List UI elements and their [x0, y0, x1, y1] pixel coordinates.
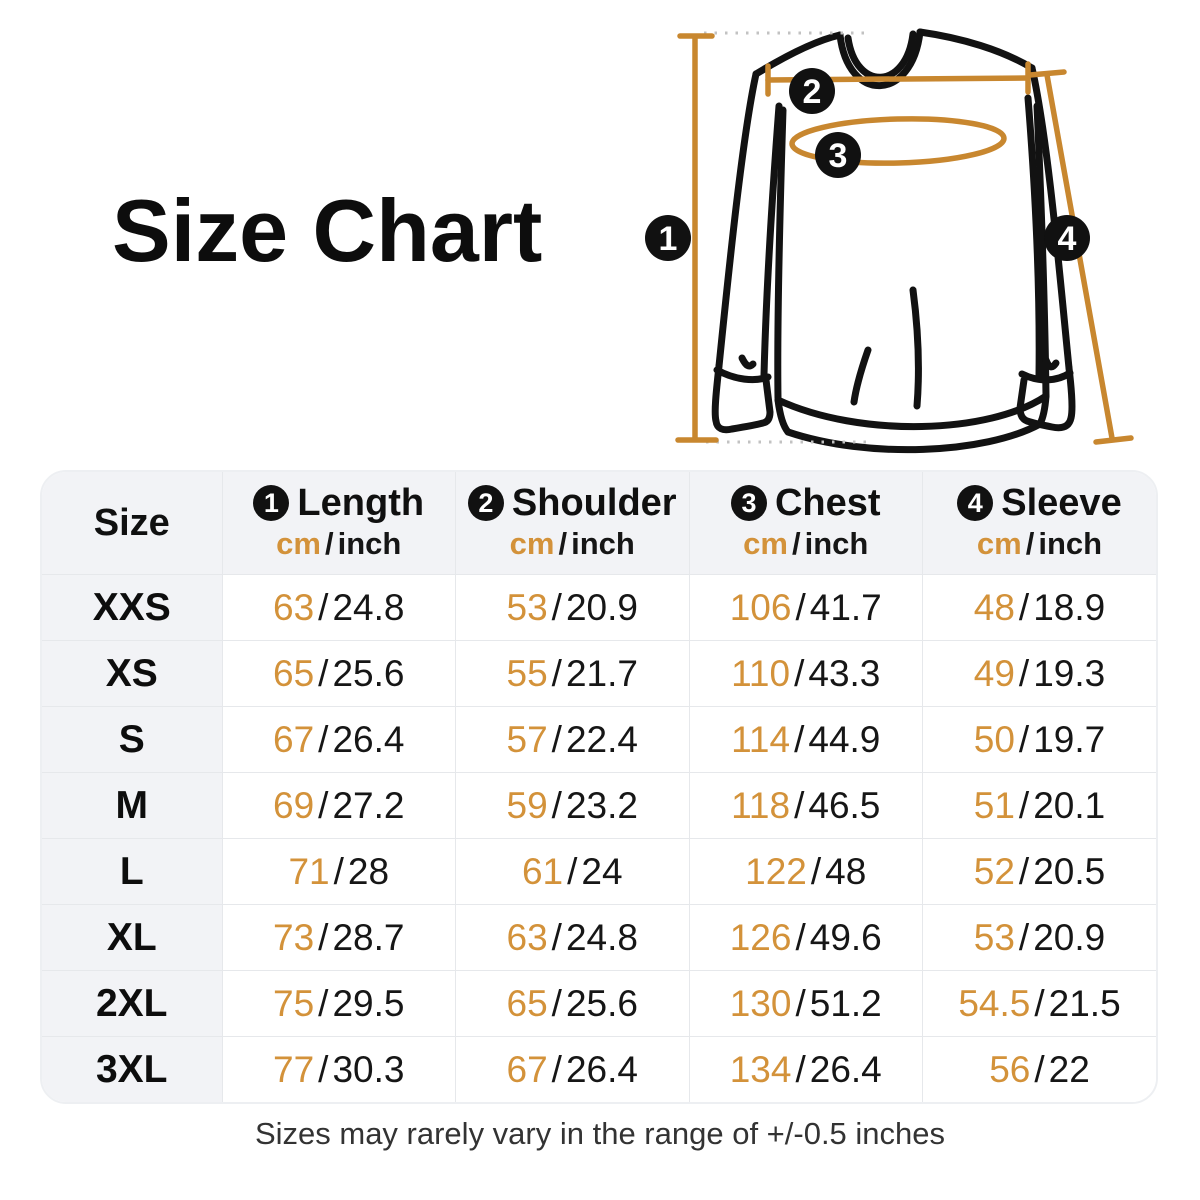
measurement-cell: 53/20.9	[455, 574, 690, 641]
svg-text:2: 2	[803, 73, 822, 111]
table-row: 2XL 75/29.5 65/25.6 130/51.2 54.5/21.5	[42, 970, 1156, 1037]
measurement-cell: 49/19.3	[922, 640, 1156, 707]
measure-ellipse-chest	[789, 116, 1007, 166]
measurement-cell: 114/44.9	[689, 706, 923, 773]
measurement-cell: 65/25.6	[455, 970, 690, 1037]
size-label: 2XL	[42, 970, 223, 1037]
size-variation-note: Sizes may rarely vary in the range of +/…	[254, 1116, 946, 1151]
size-label: XXS	[42, 574, 223, 641]
measurement-cell: 118/46.5	[689, 772, 923, 839]
measurement-cell: 75/29.5	[222, 970, 456, 1037]
measurement-cell: 48/18.9	[922, 574, 1156, 641]
svg-text:4: 4	[1058, 220, 1077, 258]
table-row: XL 73/28.7 63/24.8 126/49.6 53/20.9	[42, 904, 1156, 971]
measurement-cell: 56/22	[922, 1036, 1156, 1102]
marker-3-chest: 3	[815, 132, 861, 178]
measurement-cell: 106/41.7	[689, 574, 923, 641]
measurement-cell: 122/48	[689, 838, 923, 905]
measurement-cell: 130/51.2	[689, 970, 923, 1037]
size-label: XS	[42, 640, 223, 707]
marker-4-sleeve: 4	[1044, 215, 1090, 261]
guide-dots	[704, 31, 870, 444]
measurement-cell: 69/27.2	[222, 772, 456, 839]
header-size: Size	[42, 472, 223, 575]
header-chest: 3 Chest cm / inch	[689, 472, 923, 575]
marker-2-shoulder: 2	[789, 68, 835, 114]
table-row: S 67/26.4 57/22.4 114/44.9 50/19.7	[42, 706, 1156, 773]
size-table: Size 1 Length cm / inch 2 Shoulder cm / inch	[40, 470, 1158, 1104]
measurement-cell: 73/28.7	[222, 904, 456, 971]
measurement-cell: 77/30.3	[222, 1036, 456, 1102]
measure-line-length	[675, 33, 719, 443]
size-label: M	[42, 772, 223, 839]
sweatshirt-outline	[711, 28, 1076, 454]
header-shoulder: 2 Shoulder cm / inch	[455, 472, 690, 575]
page-title: Size Chart	[112, 181, 543, 280]
size-label: 3XL	[42, 1036, 223, 1102]
measurement-cell: 134/26.4	[689, 1036, 923, 1102]
badge-2-icon: 2	[467, 485, 504, 522]
table-header-row: Size 1 Length cm / inch 2 Shoulder cm / inch	[42, 472, 1156, 575]
badge-4-icon: 4	[957, 485, 994, 522]
size-label: L	[42, 838, 223, 905]
measurement-cell: 51/20.1	[922, 772, 1156, 839]
measurement-cell: 52/20.5	[922, 838, 1156, 905]
table-row: L 71/28 61/24 122/48 52/20.5	[42, 838, 1156, 905]
header-sleeve: 4 Sleeve cm / inch	[922, 472, 1156, 575]
measurement-cell: 110/43.3	[689, 640, 923, 707]
measurement-cell: 59/23.2	[455, 772, 690, 839]
measurement-cell: 53/20.9	[922, 904, 1156, 971]
badge-3-icon: 3	[730, 485, 767, 522]
marker-1-length: 1	[645, 215, 691, 261]
measurement-cell: 65/25.6	[222, 640, 456, 707]
table-row: XXS 63/24.8 53/20.9 106/41.7 48/18.9	[42, 574, 1156, 641]
measurement-cell: 71/28	[222, 838, 456, 905]
sweatshirt-diagram: 1 2 3 4	[645, 28, 1134, 454]
table-row: XS 65/25.6 55/21.7 110/43.3 49/19.3	[42, 640, 1156, 707]
size-label: S	[42, 706, 223, 773]
svg-text:3: 3	[829, 137, 848, 175]
measurement-cell: 50/19.7	[922, 706, 1156, 773]
table-row: 3XL 77/30.3 67/26.4 134/26.4 56/22	[42, 1036, 1156, 1102]
measurement-cell: 61/24	[455, 838, 690, 905]
measurement-cell: 126/49.6	[689, 904, 923, 971]
measurement-cell: 54.5/21.5	[922, 970, 1156, 1037]
table-row: M 69/27.2 59/23.2 118/46.5 51/20.1	[42, 772, 1156, 839]
measurement-cell: 67/26.4	[222, 706, 456, 773]
measurement-cell: 67/26.4	[455, 1036, 690, 1102]
measurement-cell: 57/22.4	[455, 706, 690, 773]
header-length: 1 Length cm / inch	[222, 472, 456, 575]
badge-1-icon: 1	[253, 485, 290, 522]
measurement-cell: 63/24.8	[222, 574, 456, 641]
measurement-cell: 55/21.7	[455, 640, 690, 707]
svg-text:1: 1	[659, 220, 678, 258]
measurement-cell: 63/24.8	[455, 904, 690, 971]
size-label: XL	[42, 904, 223, 971]
